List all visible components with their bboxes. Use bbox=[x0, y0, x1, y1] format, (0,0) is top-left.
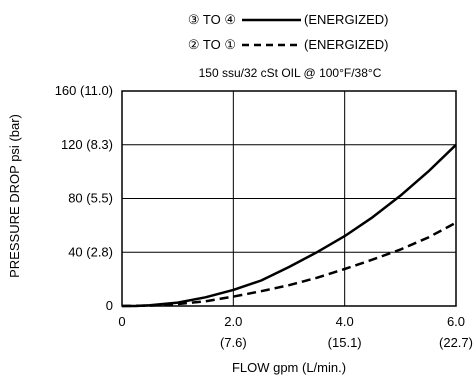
legend-label-series-2: ② TO ① bbox=[188, 37, 236, 52]
x-axis-title: FLOW gpm (L/min.) bbox=[232, 360, 346, 375]
x-tick-sublabel: (22.7) bbox=[439, 335, 473, 350]
x-tick-sublabel: (7.6) bbox=[220, 335, 247, 350]
legend-suffix-series-1: (ENERGIZED) bbox=[304, 12, 389, 27]
x-tick-sublabel: (15.1) bbox=[328, 335, 362, 350]
x-tick-label: 4.0 bbox=[336, 314, 354, 329]
oil-condition-note: 150 ssu/32 cSt OIL @ 100°F/38°C bbox=[199, 66, 382, 80]
x-tick-label: 2.0 bbox=[224, 314, 242, 329]
y-axis-ticks: 0 40 (2.8) 80 (5.5) 120 (8.3) 160 (11.0) bbox=[55, 83, 113, 313]
y-tick-label: 0 bbox=[106, 298, 113, 313]
legend: ③ TO ④ (ENERGIZED) ② TO ① (ENERGIZED) bbox=[188, 12, 389, 52]
y-tick-label: 120 (8.3) bbox=[61, 137, 113, 152]
plot-frame bbox=[121, 90, 457, 307]
x-axis-ticks: 0 2.0 (7.6) 4.0 (15.1) 6.0 (22.7) bbox=[118, 314, 473, 350]
legend-label-series-1: ③ TO ④ bbox=[188, 12, 236, 27]
y-tick-label: 160 (11.0) bbox=[55, 83, 113, 98]
grid bbox=[121, 90, 457, 307]
series-line-1 bbox=[122, 143, 457, 308]
y-tick-label: 80 (5.5) bbox=[68, 191, 113, 206]
series-line-2 bbox=[121, 221, 457, 308]
legend-suffix-series-2: (ENERGIZED) bbox=[304, 37, 389, 52]
series-lines bbox=[121, 143, 457, 308]
x-tick-label: 0 bbox=[118, 314, 125, 329]
x-tick-label: 6.0 bbox=[447, 314, 465, 329]
y-tick-label: 40 (2.8) bbox=[68, 244, 113, 259]
y-axis-title: PRESSURE DROP psi (bar) bbox=[7, 114, 22, 278]
